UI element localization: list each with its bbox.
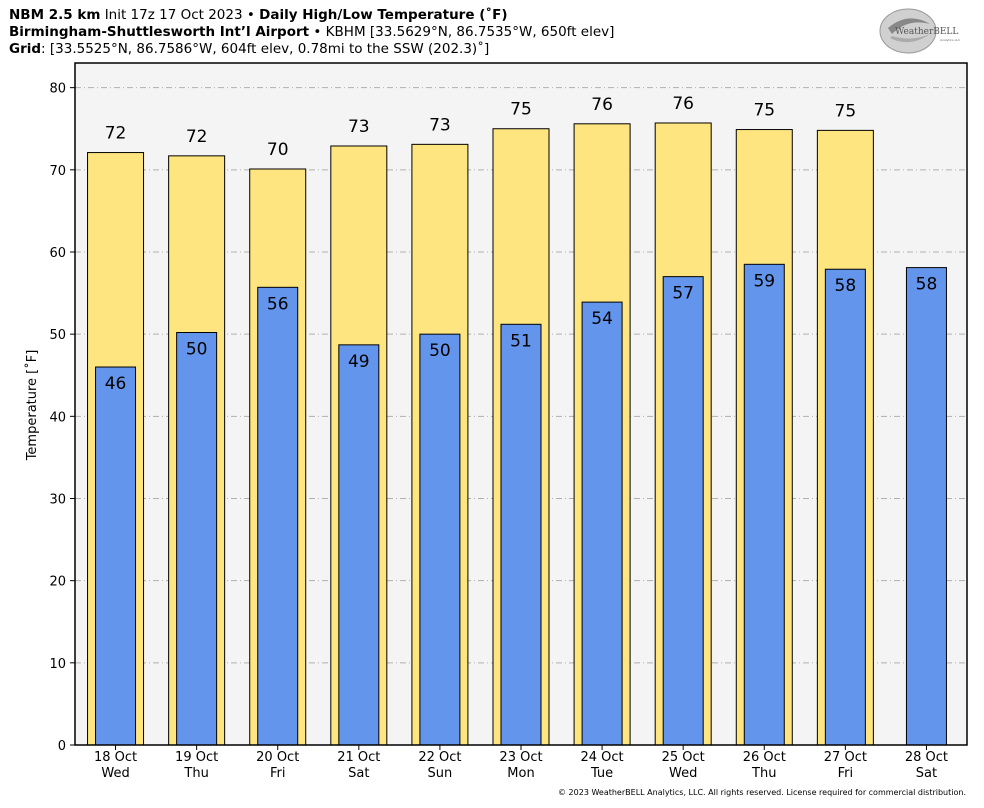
header-line-3: Grid: [33.5525°N, 86.7586°W, 604ft elev,…: [9, 40, 489, 58]
logo-sub: Analytics LLC: [940, 38, 960, 42]
separator: •: [246, 7, 255, 23]
x-tick-label-day: Sat: [348, 766, 369, 781]
init-time: Init 17z 17 Oct 2023: [104, 7, 243, 23]
y-tick-label: 70: [49, 164, 66, 179]
high-temp-label: 73: [348, 117, 370, 137]
station-name: Birmingham-Shuttlesworth Int’l Airport: [9, 24, 310, 40]
y-tick-label: 30: [49, 492, 66, 507]
low-temp-bar: [662, 276, 704, 746]
x-tick-label-day: Sun: [428, 766, 453, 781]
grid-label: Grid: [9, 41, 42, 57]
header-line-2: Birmingham-Shuttlesworth Int’l Airport •…: [9, 23, 614, 41]
y-tick-label: 60: [49, 246, 66, 261]
high-temp-label: 75: [753, 101, 775, 121]
weatherbell-logo: WeatherBELL Analytics LLC: [879, 8, 960, 54]
x-tick-label-day: Wed: [669, 766, 697, 781]
x-tick-label-date: 18 Oct: [94, 750, 137, 765]
x-tick-label-day: Fri: [270, 766, 286, 781]
y-tick-label: 80: [49, 82, 66, 97]
x-tick-label-day: Thu: [183, 766, 208, 781]
low-temp-bar: [419, 333, 461, 746]
low-temp-label: 57: [672, 284, 694, 304]
x-tick-label-day: Mon: [507, 766, 534, 781]
x-tick-label-date: 27 Oct: [824, 750, 867, 765]
low-temp-label: 50: [429, 341, 451, 361]
y-tick-label: 0: [58, 739, 66, 754]
low-temp-label: 59: [753, 271, 775, 291]
low-temp-bar: [176, 332, 218, 746]
x-tick-label-date: 22 Oct: [418, 750, 461, 765]
high-temp-label: 76: [672, 94, 694, 114]
high-temp-label: 70: [267, 140, 289, 160]
high-temp-label: 73: [429, 115, 451, 135]
y-tick-label: 10: [49, 657, 66, 672]
low-temp-bar: [95, 366, 137, 746]
high-temp-label: 72: [105, 124, 127, 144]
y-tick-label: 20: [49, 575, 66, 590]
x-tick-label-day: Tue: [590, 766, 613, 781]
low-temp-bar: [743, 263, 785, 746]
low-temp-bar: [257, 286, 299, 746]
high-temp-label: 75: [835, 101, 857, 121]
low-temp-bar: [824, 268, 866, 746]
y-tick-label: 40: [49, 410, 66, 425]
low-temp-label: 56: [267, 294, 289, 314]
x-tick-label-day: Sat: [916, 766, 937, 781]
separator: •: [313, 24, 322, 40]
plot-frame: [74, 62, 968, 746]
x-tick-label-day: Wed: [101, 766, 129, 781]
low-temp-label: 49: [348, 352, 370, 372]
x-tick-label-day: Thu: [751, 766, 776, 781]
copyright-footer: © 2023 WeatherBELL Analytics, LLC. All r…: [558, 788, 966, 797]
x-tick-label-date: 28 Oct: [905, 750, 948, 765]
high-temp-label: 76: [591, 95, 613, 115]
low-temp-bar: [500, 323, 542, 746]
x-tick-label-date: 23 Oct: [499, 750, 542, 765]
header-line-1: NBM 2.5 km Init 17z 17 Oct 2023 • Daily …: [9, 6, 508, 24]
x-tick-label-date: 24 Oct: [581, 750, 624, 765]
model-name: NBM 2.5 km: [9, 7, 101, 23]
low-temp-label: 58: [835, 276, 857, 296]
low-temp-label: 50: [186, 340, 208, 360]
y-tick-label: 50: [49, 328, 66, 343]
low-temp-label: 46: [105, 374, 127, 394]
low-temp-bar: [905, 267, 947, 746]
x-tick-label-date: 20 Oct: [256, 750, 299, 765]
product-title: Daily High/Low Temperature (˚F): [259, 7, 508, 23]
x-tick-label-date: 19 Oct: [175, 750, 218, 765]
station-info: KBHM [33.5629°N, 86.7535°W, 650ft elev]: [325, 24, 615, 40]
x-tick-label-date: 26 Oct: [743, 750, 786, 765]
low-temp-label: 51: [510, 331, 532, 351]
low-temp-label: 54: [591, 309, 613, 329]
logo-text: WeatherBELL: [895, 27, 958, 37]
low-temp-label: 58: [916, 275, 938, 295]
y-axis-label: Temperature [˚F]: [24, 350, 40, 462]
low-temp-bar: [581, 301, 623, 746]
x-tick-label-date: 25 Oct: [662, 750, 705, 765]
grid-info: : [33.5525°N, 86.7586°W, 604ft elev, 0.7…: [41, 41, 490, 57]
low-temp-bar: [338, 344, 380, 746]
high-temp-label: 75: [510, 100, 532, 120]
x-tick-label-day: Fri: [838, 766, 854, 781]
x-tick-label-date: 21 Oct: [337, 750, 380, 765]
high-temp-label: 72: [186, 127, 208, 147]
